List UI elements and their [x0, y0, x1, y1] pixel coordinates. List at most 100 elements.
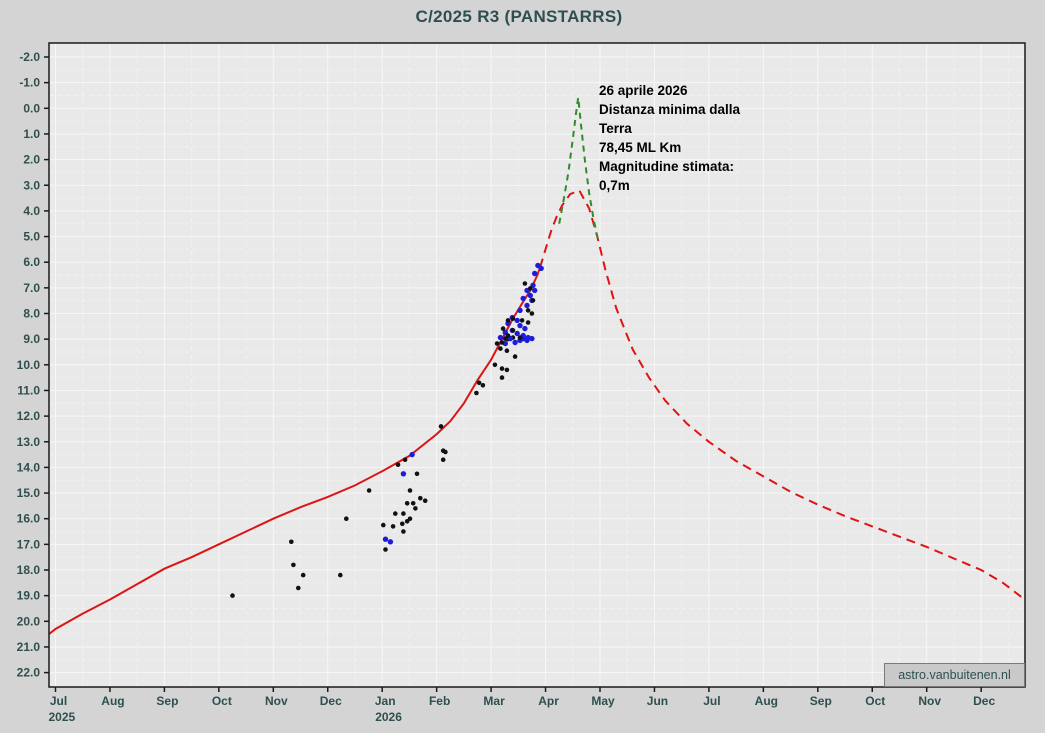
y-tick-label: 18.0: [17, 563, 41, 577]
observation-point-black: [525, 320, 531, 325]
y-tick-label: 10.0: [17, 358, 41, 372]
y-tick-label: 3.0: [23, 178, 40, 192]
x-tick-label: Apr: [538, 694, 559, 708]
observation-point-black: [383, 547, 388, 552]
observations: [230, 262, 544, 598]
observation-point-black: [393, 511, 398, 516]
observation-point-black: [443, 449, 448, 455]
observation-point-black: [510, 316, 516, 321]
observation-point-black: [422, 498, 428, 504]
observation-point-blue: [532, 287, 538, 294]
y-tick-label: 17.0: [17, 537, 41, 551]
y-tick-label: 5.0: [23, 230, 40, 244]
observation-point-blue: [400, 471, 407, 477]
x-tick-label: Jan: [375, 694, 396, 708]
x-tick-label: Nov: [918, 694, 941, 708]
predicted-lightcurve-solid: [49, 266, 542, 635]
observation-point-black: [499, 340, 505, 345]
annotation-line: 0,7m: [599, 178, 630, 193]
observation-point-black: [230, 593, 235, 598]
observation-point-blue: [382, 536, 389, 542]
y-tick-label: 8.0: [23, 307, 40, 321]
x-tick-label: Nov: [265, 694, 288, 708]
y-tick-label: 9.0: [23, 332, 40, 346]
x-axis: Jul 2025 Aug Sep Oct Nov Dec Jan 2026 Feb Mar Apr Ma…: [49, 687, 995, 724]
observation-point-blue: [538, 265, 544, 272]
curves: [49, 97, 1025, 635]
observation-point-blue: [517, 307, 523, 314]
observation-point-black: [401, 529, 406, 534]
y-tick-label: 2.0: [23, 153, 40, 167]
x-year-label: 2026: [375, 710, 402, 724]
x-tick-label: Dec: [973, 694, 995, 708]
y-tick-label: 6.0: [23, 255, 40, 269]
observation-point-blue: [497, 334, 504, 341]
predicted-lightcurve-dashed: [539, 189, 1025, 601]
observation-point-black: [519, 318, 525, 323]
y-tick-label: 16.0: [17, 512, 41, 526]
y-tick-label: 15.0: [17, 486, 41, 500]
close-approach-spike: [558, 97, 600, 242]
x-tick-label: Sep: [156, 694, 178, 708]
observation-point-black: [438, 424, 444, 429]
observation-point-black: [414, 471, 420, 477]
observation-point-black: [289, 539, 294, 545]
observation-point-black: [512, 354, 518, 359]
observation-point-blue: [514, 317, 520, 324]
y-tick-label: 21.0: [17, 640, 41, 654]
close-approach-annotation: 26 aprile 2026 Distanza minima dalla Ter…: [599, 81, 740, 195]
annotation-line: 26 aprile 2026: [599, 83, 688, 98]
y-tick-label: 11.0: [17, 383, 40, 397]
observation-point-blue: [512, 339, 518, 346]
observation-point-blue: [527, 292, 533, 299]
observation-point-black: [528, 286, 533, 291]
observation-point-black: [291, 562, 296, 568]
observation-point-blue: [524, 337, 530, 344]
x-tick-label: Oct: [212, 694, 232, 708]
observation-point-black: [498, 346, 503, 351]
y-tick-label: 13.0: [17, 435, 41, 449]
observation-point-black: [500, 326, 506, 331]
observation-point-blue: [532, 270, 538, 277]
observation-point-black: [407, 516, 413, 521]
observation-point-black: [522, 281, 528, 286]
observation-point-black: [418, 495, 423, 501]
observation-point-black: [499, 366, 505, 371]
observation-point-black: [499, 375, 505, 380]
observation-point-black: [505, 333, 511, 338]
observation-point-black: [529, 311, 535, 316]
observation-point-black: [440, 457, 446, 463]
y-axis: -2.0 -1.0 0.0 1.0 2.0 3.0 4.0 5.0 6.0 7.0 8.0 9.0 10…: [17, 50, 49, 680]
x-tick-label: Jul: [50, 694, 67, 708]
y-tick-label: 0.0: [23, 101, 40, 115]
observation-point-black: [402, 457, 408, 463]
y-tick-label: 4.0: [23, 204, 40, 218]
observation-point-blue: [529, 335, 535, 342]
y-tick-label: 22.0: [17, 666, 41, 680]
observation-point-black: [400, 521, 405, 527]
observation-point-black: [480, 383, 486, 388]
y-tick-label: -2.0: [19, 50, 40, 64]
observation-point-black: [300, 572, 306, 578]
observation-point-black: [401, 511, 406, 516]
observation-point-black: [504, 348, 510, 354]
observation-point-black: [404, 501, 410, 506]
y-tick-label: 12.0: [17, 409, 41, 423]
observation-point-black: [413, 506, 418, 511]
x-tick-label: Feb: [429, 694, 450, 708]
observation-point-black: [517, 335, 523, 340]
observation-point-black: [407, 488, 413, 493]
x-tick-label: Jun: [647, 694, 668, 708]
observation-point-blue: [517, 322, 523, 329]
observation-point-black: [530, 298, 536, 303]
x-tick-label: May: [591, 694, 615, 708]
observation-point-blue: [522, 325, 528, 332]
x-tick-label: Jul: [703, 694, 720, 708]
observation-point-black: [505, 318, 511, 323]
observation-point-black: [476, 380, 482, 386]
annotation-line: Magnitudine stimata:: [599, 159, 735, 174]
chart-title: C/2025 R3 (PANSTARRS): [415, 7, 623, 26]
observation-point-black: [504, 367, 510, 373]
y-tick-label: 7.0: [23, 281, 40, 295]
y-tick-label: 1.0: [23, 127, 40, 141]
